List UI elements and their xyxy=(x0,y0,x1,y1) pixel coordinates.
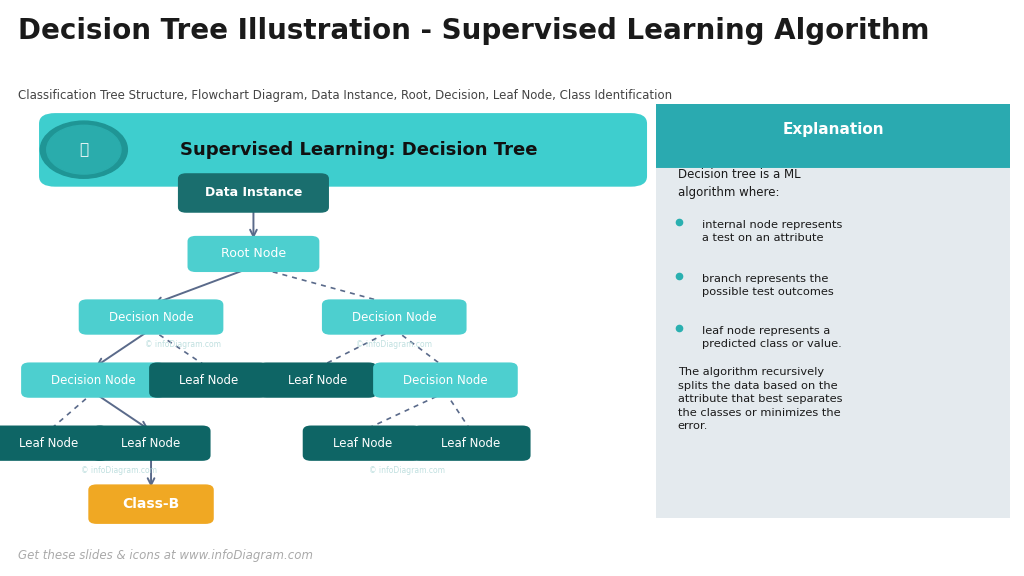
Text: © infoDiagram.com: © infoDiagram.com xyxy=(356,340,432,349)
Text: Leaf Node: Leaf Node xyxy=(441,437,501,450)
FancyBboxPatch shape xyxy=(303,426,422,461)
FancyBboxPatch shape xyxy=(178,173,329,213)
FancyBboxPatch shape xyxy=(39,113,647,187)
Circle shape xyxy=(47,126,121,174)
FancyBboxPatch shape xyxy=(88,484,214,524)
Text: 🗒: 🗒 xyxy=(79,142,88,157)
Text: Decision Node: Decision Node xyxy=(352,310,436,324)
Text: Get these slides & icons at www.infoDiagram.com: Get these slides & icons at www.infoDiag… xyxy=(18,548,313,562)
Text: Leaf Node: Leaf Node xyxy=(179,374,239,386)
Text: Leaf Node: Leaf Node xyxy=(19,437,78,450)
Text: Class-B: Class-B xyxy=(123,497,179,511)
Text: Decision Tree Illustration - Supervised Learning Algorithm: Decision Tree Illustration - Supervised … xyxy=(18,17,930,46)
Text: Decision tree is a ML
algorithm where:: Decision tree is a ML algorithm where: xyxy=(678,168,800,199)
FancyBboxPatch shape xyxy=(642,87,1024,535)
Text: © infoDiagram.com: © infoDiagram.com xyxy=(145,340,221,349)
Text: The algorithm recursively
splits the data based on the
attribute that best separ: The algorithm recursively splits the dat… xyxy=(678,367,842,431)
FancyBboxPatch shape xyxy=(412,426,530,461)
FancyBboxPatch shape xyxy=(79,300,223,335)
Text: Leaf Node: Leaf Node xyxy=(288,374,347,386)
Text: Supervised Learning: Decision Tree: Supervised Learning: Decision Tree xyxy=(180,141,538,158)
Text: Decision Node: Decision Node xyxy=(109,310,194,324)
Text: Classification Tree Structure, Flowchart Diagram, Data Instance, Root, Decision,: Classification Tree Structure, Flowchart… xyxy=(18,89,673,103)
FancyBboxPatch shape xyxy=(646,91,1020,168)
Text: Root Node: Root Node xyxy=(221,248,286,260)
FancyBboxPatch shape xyxy=(150,362,268,398)
FancyBboxPatch shape xyxy=(0,426,109,461)
Text: Decision Node: Decision Node xyxy=(403,374,487,386)
Text: Decision Node: Decision Node xyxy=(51,374,136,386)
FancyBboxPatch shape xyxy=(187,236,319,272)
FancyBboxPatch shape xyxy=(91,426,211,461)
Text: Data Instance: Data Instance xyxy=(205,187,302,199)
FancyBboxPatch shape xyxy=(258,362,377,398)
Text: © infoDiagram.com: © infoDiagram.com xyxy=(81,466,157,475)
Text: Explanation: Explanation xyxy=(782,122,884,137)
Text: Leaf Node: Leaf Node xyxy=(122,437,180,450)
Text: leaf node represents a
predicted class or value.: leaf node represents a predicted class o… xyxy=(702,325,842,348)
Text: internal node represents
a test on an attribute: internal node represents a test on an at… xyxy=(702,220,843,243)
FancyBboxPatch shape xyxy=(22,362,166,398)
Text: © infoDiagram.com: © infoDiagram.com xyxy=(369,466,445,475)
Circle shape xyxy=(40,121,127,179)
FancyBboxPatch shape xyxy=(322,300,467,335)
Text: Leaf Node: Leaf Node xyxy=(333,437,392,450)
Text: branch represents the
possible test outcomes: branch represents the possible test outc… xyxy=(702,274,835,297)
FancyBboxPatch shape xyxy=(373,362,518,398)
